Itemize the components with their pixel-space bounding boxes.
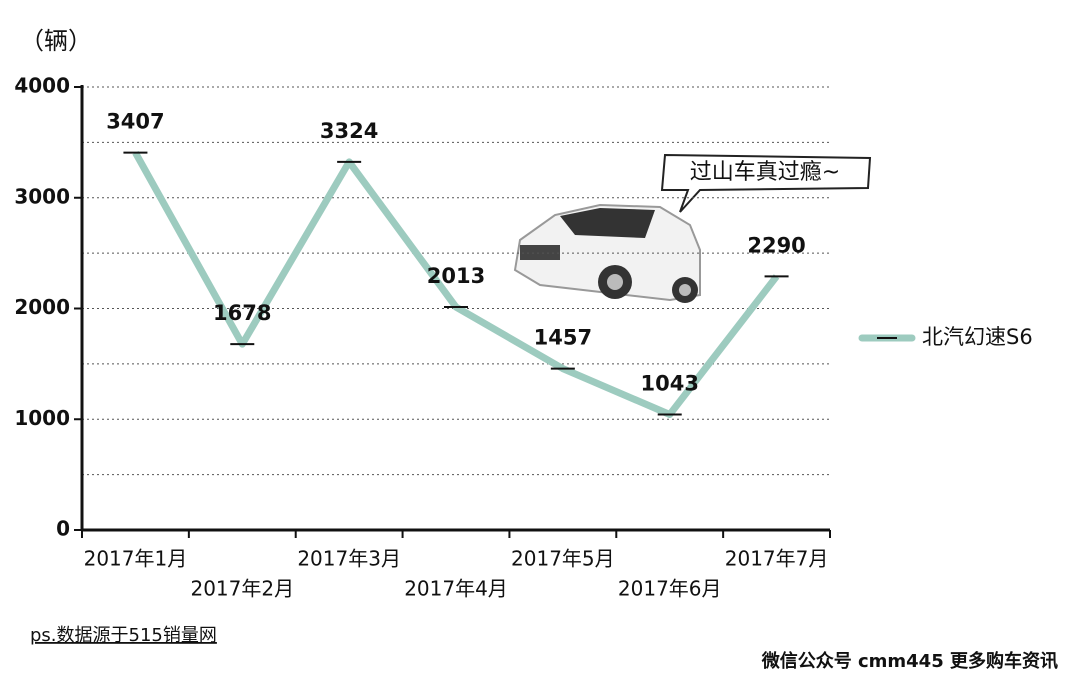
speech-bubble xyxy=(660,153,872,213)
car-illustration xyxy=(513,203,701,303)
annotation: 过山车真过瘾~ xyxy=(690,160,840,185)
data-label: 2013 xyxy=(427,264,485,288)
x-tick-label: 2017年1月 xyxy=(84,547,188,571)
data-label: 1043 xyxy=(640,371,698,395)
x-tick-label: 2017年5月 xyxy=(511,547,615,571)
x-tick-label: 2017年7月 xyxy=(725,547,829,571)
x-tick-label: 2017年3月 xyxy=(297,547,401,571)
data-label: 2290 xyxy=(747,233,805,257)
y-tick-label: 0 xyxy=(56,517,70,541)
data-label: 1678 xyxy=(213,301,271,325)
y-axis-label: （辆） xyxy=(20,27,92,55)
data-label: 3324 xyxy=(320,119,378,143)
y-tick-label: 4000 xyxy=(14,74,70,98)
y-tick-label: 3000 xyxy=(14,184,70,208)
legend-label: 北汽幻速S6 xyxy=(922,325,1033,349)
y-tick-label: 1000 xyxy=(14,406,70,430)
x-tick-label: 2017年2月 xyxy=(190,577,294,601)
x-tick-label: 2017年6月 xyxy=(618,577,722,601)
footer: 微信公众号 cmm445 更多购车资讯 xyxy=(761,650,1058,672)
source-note: ps.数据源于515销量网 xyxy=(30,625,217,646)
x-tick-label: 2017年4月 xyxy=(404,577,508,601)
y-tick-label: 2000 xyxy=(14,295,70,319)
data-label: 3407 xyxy=(106,110,164,134)
data-label: 1457 xyxy=(534,326,592,350)
